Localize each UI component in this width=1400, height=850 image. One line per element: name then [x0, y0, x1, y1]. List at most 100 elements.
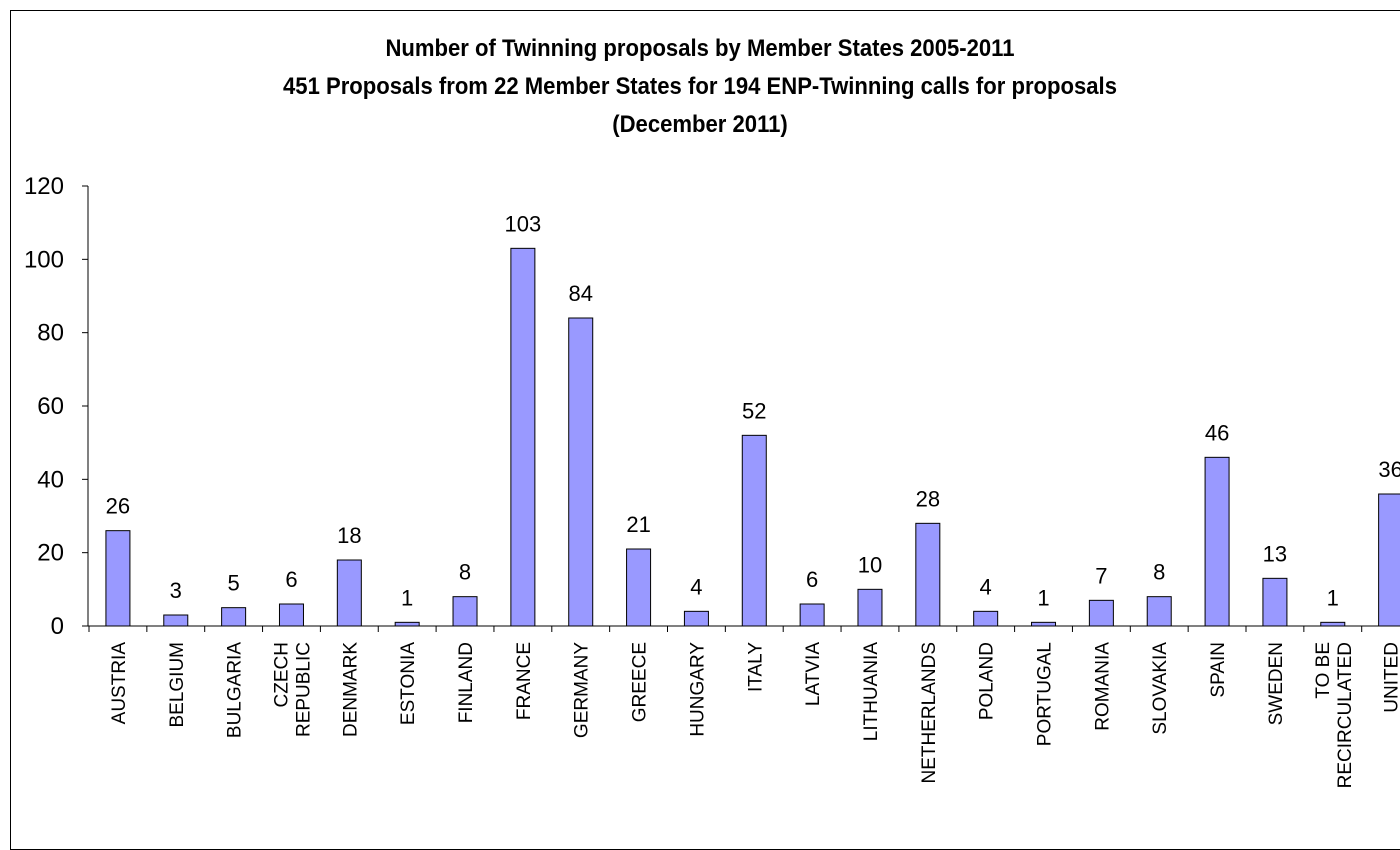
x-tick-label-line: DENMARK: [340, 642, 361, 737]
bar: [799, 603, 825, 627]
bar: [626, 548, 652, 627]
x-tick-label: NETHERLANDS: [919, 642, 940, 783]
chart-title: Number of Twinning proposals by Member S…: [385, 35, 1015, 62]
data-label: 21: [626, 512, 650, 537]
y-tick-label: 20: [37, 540, 64, 567]
x-tick-label-line: FINLAND: [456, 642, 477, 723]
x-tick-label-line: GERMANY: [572, 642, 593, 738]
bar: [278, 603, 304, 627]
bar: [510, 247, 536, 627]
x-tick-label-line: SLOVAKIA: [1150, 642, 1171, 735]
x-tick-label: ESTONIA: [398, 642, 419, 725]
data-label: 6: [285, 567, 297, 592]
y-tick-label: 100: [24, 246, 64, 273]
x-tick-label: BELGIUM: [167, 642, 188, 728]
x-tick-label-line: BELGIUM: [167, 642, 188, 728]
x-tick-label: PORTUGAL: [1035, 642, 1056, 746]
x-tick-label-line: CZECH: [271, 642, 292, 707]
x-axis: AUSTRIA BELGIUM BULGARIA CZECH REPUBLIC DENMA…: [88, 625, 1400, 788]
bar: [1204, 456, 1230, 627]
data-label: 10: [858, 552, 882, 577]
bar: [973, 610, 999, 627]
data-label: 1: [1037, 585, 1049, 610]
data-label: 46: [1205, 420, 1229, 445]
chart-subtitle: 451 Proposals from 22 Member States for …: [283, 73, 1117, 100]
bar: [1320, 621, 1346, 627]
data-label: 6: [806, 567, 818, 592]
x-tick-label: GREECE: [630, 642, 651, 722]
data-label: 5: [228, 571, 240, 596]
x-tick-label: LATVIA: [803, 642, 824, 706]
chart-frame: [10, 10, 1400, 850]
bar: [1378, 493, 1400, 627]
x-tick-label: AUSTRIA: [109, 642, 130, 725]
y-tick-label: 120: [24, 173, 64, 200]
x-tick-label-line: REPUBLIC: [293, 642, 314, 737]
y-tick-label: 80: [37, 320, 64, 347]
data-label: 36: [1378, 457, 1400, 482]
data-label: 26: [106, 494, 130, 519]
x-tick-label: HUNGARY: [687, 642, 708, 737]
y-tick-label: 40: [37, 466, 64, 493]
data-label: 18: [337, 523, 361, 548]
data-label: 7: [1095, 563, 1107, 588]
x-tick-label: CZECH REPUBLIC: [271, 642, 314, 737]
data-label: 4: [690, 574, 702, 599]
x-tick-label-line: AUSTRIA: [109, 642, 130, 725]
bar: [741, 434, 767, 627]
x-tick-label: FINLAND: [456, 642, 477, 723]
x-tick-label-line: POLAND: [977, 642, 998, 720]
x-tick-label: FRANCE: [514, 642, 535, 720]
data-label: 52: [742, 398, 766, 423]
x-tick-label-line: LITHUANIA: [861, 642, 882, 742]
x-tick-label: DENMARK: [340, 642, 361, 737]
bar: [336, 559, 362, 627]
y-axis: 0 20 40 60 80 100 120: [24, 173, 89, 640]
data-label: 103: [505, 211, 542, 236]
bar: [915, 522, 941, 627]
bar: [105, 530, 131, 627]
data-label: 84: [568, 281, 592, 306]
x-tick-label: ITALY: [745, 642, 766, 692]
x-tick-label: LITHUANIA: [861, 642, 882, 742]
bars: [105, 247, 1400, 627]
x-tick-label-line: TO BE: [1313, 642, 1334, 699]
data-label: 8: [1153, 560, 1165, 585]
bar: [1262, 577, 1288, 627]
x-tick-label-line: LATVIA: [803, 642, 824, 706]
data-label: 13: [1263, 541, 1287, 566]
data-label: 3: [170, 578, 182, 603]
bar: [683, 610, 709, 627]
x-tick-label: TO BE RECIRCULATED: [1313, 642, 1356, 788]
y-tick-label: 60: [37, 393, 64, 420]
data-label: 28: [916, 486, 940, 511]
x-tick-label-line: SPAIN: [1208, 642, 1229, 698]
chart-titles: Number of Twinning proposals by Member S…: [0, 30, 1400, 144]
bar: [1146, 596, 1172, 627]
x-tick-label-line: ESTONIA: [398, 642, 419, 725]
x-tick-label-line: SWEDEN: [1266, 642, 1287, 725]
y-tick-label: 0: [51, 613, 64, 640]
x-tick-label-line: NETHERLANDS: [919, 642, 940, 783]
x-tick-label-line: HUNGARY: [687, 642, 708, 737]
x-tick-label-line: RECIRCULATED: [1335, 642, 1356, 788]
data-label: 1: [401, 585, 413, 610]
bar: [394, 621, 420, 627]
bar: [221, 607, 247, 627]
x-tick-label: GERMANY: [572, 642, 593, 738]
bar: [452, 596, 478, 627]
x-tick-label: SLOVAKIA: [1150, 642, 1171, 735]
x-tick-label-line: GREECE: [630, 642, 651, 722]
x-tick-label-line: ROMANIA: [1092, 642, 1113, 731]
x-tick-label: SPAIN: [1208, 642, 1229, 698]
x-tick-label-line: BULGARIA: [225, 642, 246, 738]
bar: [163, 614, 189, 627]
x-tick-label: SWEDEN: [1266, 642, 1287, 725]
bar: [1088, 599, 1114, 627]
x-tick-label-line: UNITED: [1382, 642, 1400, 713]
x-tick-label-line: PORTUGAL: [1035, 642, 1056, 746]
x-tick-label-line: FRANCE: [514, 642, 535, 720]
bar: [1031, 621, 1057, 627]
